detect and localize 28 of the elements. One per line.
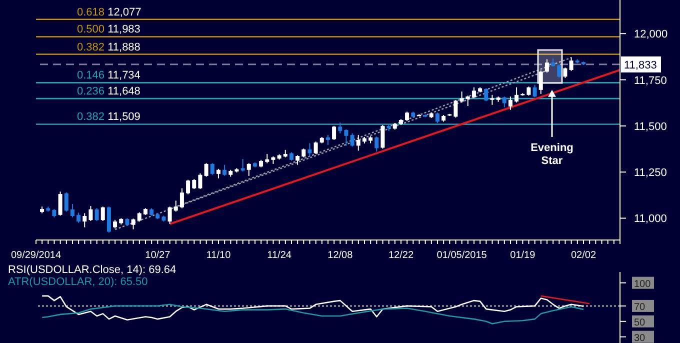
ref-line-label: 0.618 12,077 bbox=[77, 6, 142, 18]
ref-line-label: 0.236 11,648 bbox=[77, 86, 140, 98]
y-tick-label: 11,750 bbox=[634, 74, 667, 87]
x-tick-label: 01/19 bbox=[510, 250, 536, 261]
x-tick-label: 11/24 bbox=[267, 250, 292, 261]
y-tick-label: 70 bbox=[634, 302, 646, 313]
x-tick-label: 01/05/2015 bbox=[436, 250, 488, 261]
ref-line-label: 0.146 11,734 bbox=[77, 70, 140, 82]
x-tick-label: 10/27 bbox=[145, 250, 171, 261]
x-tick-label: 02/02 bbox=[570, 250, 596, 261]
y-tick-label: 50 bbox=[634, 317, 646, 328]
x-tick-label: 09/29/2014 bbox=[10, 250, 62, 261]
ref-line-label: 0.500 11,983 bbox=[77, 24, 140, 36]
y-tick-label: 30 bbox=[634, 332, 646, 343]
y-tick-label: 11,500 bbox=[634, 120, 667, 133]
ref-line-label: 0.382 11,888 bbox=[77, 41, 140, 54]
ref-line-label: 0.382 11,509 bbox=[77, 111, 140, 124]
ref-line-label: 11,833 bbox=[624, 59, 657, 72]
y-tick-label: 12,000 bbox=[634, 28, 668, 41]
y-tick-label: 11,250 bbox=[634, 167, 667, 180]
series-label: ATR(USDOLLAR, 20): 65.50 bbox=[8, 276, 149, 288]
y-tick-label: 100 bbox=[634, 278, 652, 290]
annotation: Evening Star bbox=[530, 142, 574, 167]
x-tick-label: 12/22 bbox=[388, 250, 414, 261]
text: RSI(USDOLLAR.Close, 14): 69.64 bbox=[8, 264, 176, 276]
x-tick-label: 12/08 bbox=[328, 250, 354, 261]
x-tick-label: 11/10 bbox=[206, 250, 232, 261]
y-tick-label: 11,000 bbox=[634, 213, 667, 226]
